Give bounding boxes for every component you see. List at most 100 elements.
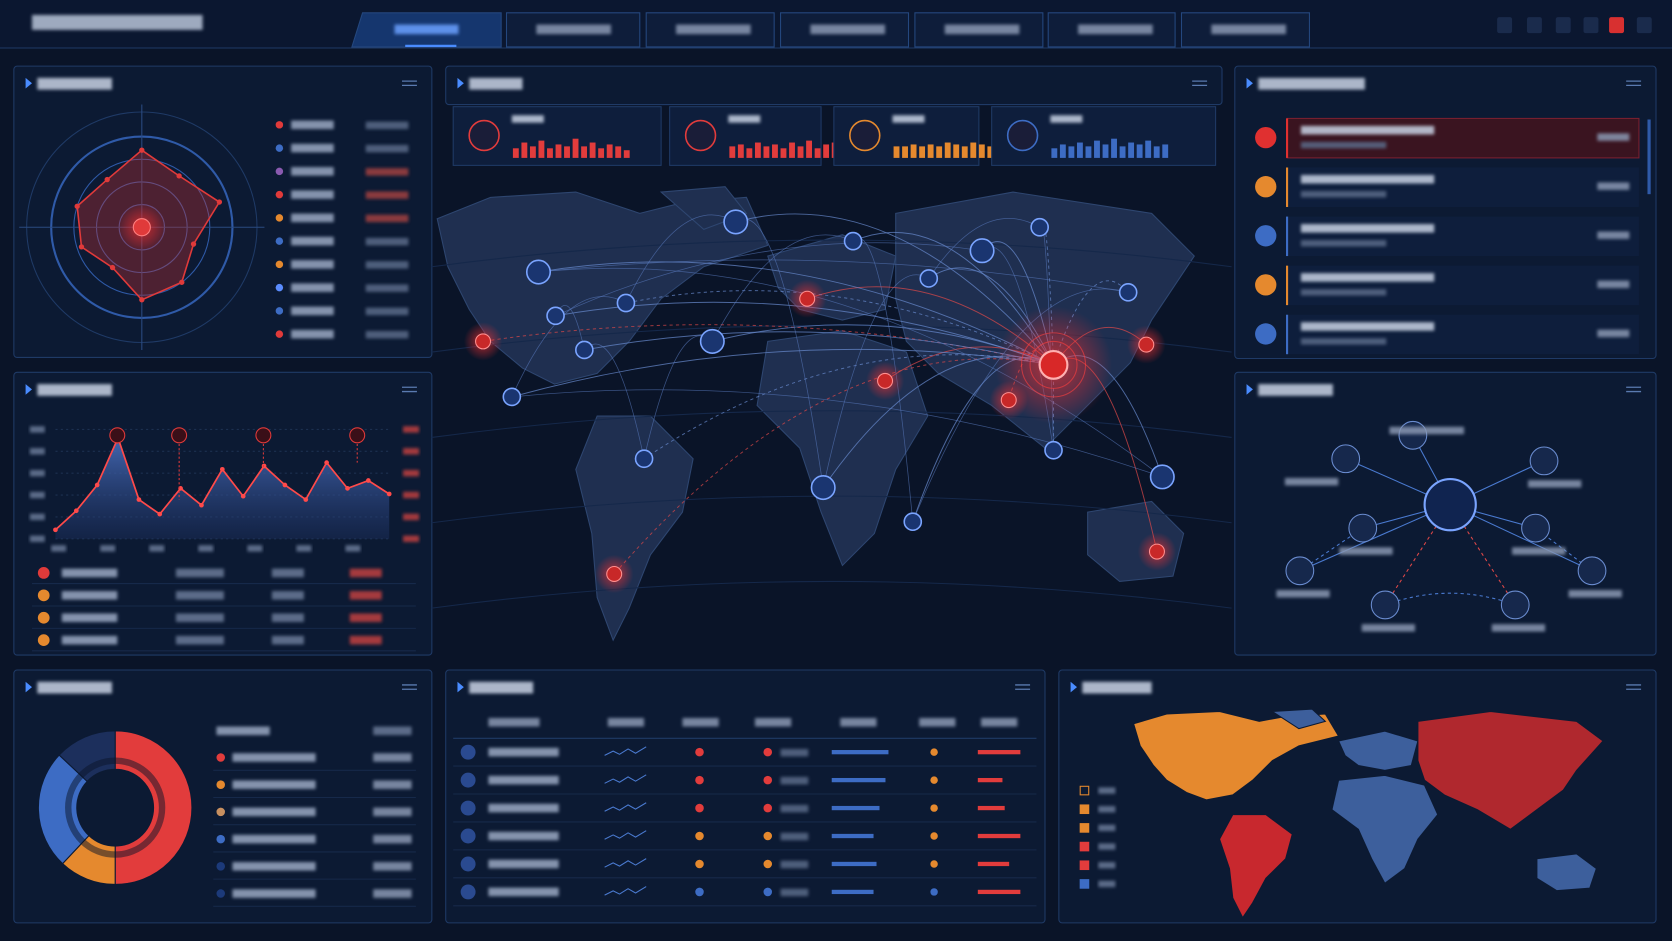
- blurred-text: [394, 24, 459, 35]
- kpi-bar: [789, 142, 795, 158]
- panel-menu[interactable]: [1015, 684, 1031, 690]
- alert-row[interactable]: [1287, 265, 1639, 306]
- status-dot: [930, 832, 938, 840]
- status-dot: [695, 887, 704, 897]
- blurred-text: [291, 120, 334, 130]
- radar-point: [74, 203, 80, 209]
- blurred-text: [61, 568, 118, 578]
- blurred-text: [373, 889, 412, 898]
- kpi-bar: [581, 146, 588, 158]
- blurred-text: [488, 718, 540, 727]
- toolbar-button[interactable]: [1497, 17, 1513, 34]
- toolbar-button[interactable]: [1526, 17, 1542, 34]
- country-region: [1536, 853, 1598, 892]
- blurred-text: [981, 718, 1018, 727]
- toolbar-button[interactable]: [1583, 17, 1599, 34]
- blurred-text: [403, 426, 420, 433]
- kpi-bar: [936, 146, 943, 158]
- legend-dot: [216, 889, 225, 898]
- blurred-text: [373, 726, 412, 736]
- kpi-bar: [978, 144, 985, 158]
- panel-menu[interactable]: [1192, 80, 1208, 86]
- panel-marker: [25, 384, 32, 395]
- radar-point: [179, 279, 185, 285]
- blurred-text: [365, 261, 409, 269]
- blurred-text: [1098, 862, 1116, 869]
- panel-marker: [1246, 384, 1253, 395]
- legend-swatch: [1079, 785, 1090, 796]
- blurred-text: [271, 635, 304, 645]
- blurred-text: [1300, 338, 1387, 345]
- blurred-text: [780, 860, 809, 869]
- connection-line: [735, 213, 1054, 366]
- alert-row[interactable]: [1287, 167, 1639, 207]
- panel-menu[interactable]: [402, 684, 417, 690]
- alert-row[interactable]: [1287, 314, 1639, 355]
- donut-segment: [58, 730, 116, 783]
- blurred-text: [373, 807, 412, 817]
- blurred-text: [349, 613, 382, 622]
- kpi-bar: [1119, 146, 1126, 158]
- annotation-icon: [109, 427, 126, 444]
- blurred-text: [29, 513, 45, 521]
- scrollbar: [1647, 119, 1651, 195]
- radar-point: [216, 199, 223, 205]
- radar-point: [190, 241, 197, 247]
- radar-point: [104, 176, 110, 183]
- panel-menu[interactable]: [402, 80, 417, 86]
- kpi-bar: [893, 146, 900, 158]
- alert-node: [606, 565, 623, 582]
- line-point: [261, 463, 267, 469]
- network-node: [1370, 590, 1400, 620]
- blurred-text: [1098, 824, 1116, 832]
- kpi-bar: [1059, 144, 1066, 158]
- panel-menu[interactable]: [1626, 80, 1642, 86]
- site-node: [810, 475, 836, 501]
- legend-swatch: [1079, 841, 1090, 852]
- blurred-text: [61, 591, 118, 600]
- table-bar: [977, 861, 1010, 867]
- blurred-text: [175, 568, 224, 578]
- blurred-text: [1082, 681, 1152, 694]
- table-bar: [977, 833, 1021, 839]
- hub-node: [1038, 349, 1069, 380]
- blurred-text: [1098, 806, 1116, 813]
- panel-menu[interactable]: [402, 386, 417, 393]
- blurred-text: [488, 775, 559, 785]
- toolbar-button[interactable]: [1555, 17, 1571, 34]
- kpi-bar: [823, 144, 830, 158]
- blurred-text: [365, 168, 409, 176]
- blurred-text: [291, 213, 334, 223]
- alert-row[interactable]: [1286, 117, 1640, 159]
- panel-menu[interactable]: [1626, 386, 1642, 393]
- blurred-text: [373, 753, 412, 762]
- alert-row[interactable]: [1287, 216, 1639, 257]
- kpi-bar: [512, 148, 519, 158]
- blurred-text: [365, 121, 409, 130]
- blurred-text: [1211, 24, 1286, 35]
- site-node: [616, 293, 636, 313]
- toolbar-button[interactable]: [1636, 17, 1652, 34]
- site-node: [634, 449, 654, 469]
- blurred-text: [365, 330, 409, 339]
- toolbar-button[interactable]: [1609, 17, 1625, 34]
- table-bar: [977, 805, 1005, 811]
- panel: [1234, 65, 1657, 360]
- sparkline: [604, 886, 647, 896]
- blurred-text: [488, 831, 559, 841]
- kpi-bar: [970, 142, 977, 158]
- panel-menu[interactable]: [1626, 684, 1642, 690]
- blurred-text: [469, 77, 523, 90]
- country-region: [1331, 774, 1439, 885]
- blurred-text: [61, 635, 118, 645]
- kpi-bar: [797, 146, 804, 158]
- line-point: [282, 482, 288, 488]
- blurred-text: [469, 681, 534, 694]
- row-icon: [37, 589, 50, 602]
- blurred-text: [1276, 589, 1330, 598]
- network-node: [1529, 446, 1559, 476]
- kpi-bar: [1162, 144, 1169, 158]
- site-node: [1030, 217, 1049, 237]
- status-dot: [930, 776, 938, 784]
- panel: [445, 669, 1046, 924]
